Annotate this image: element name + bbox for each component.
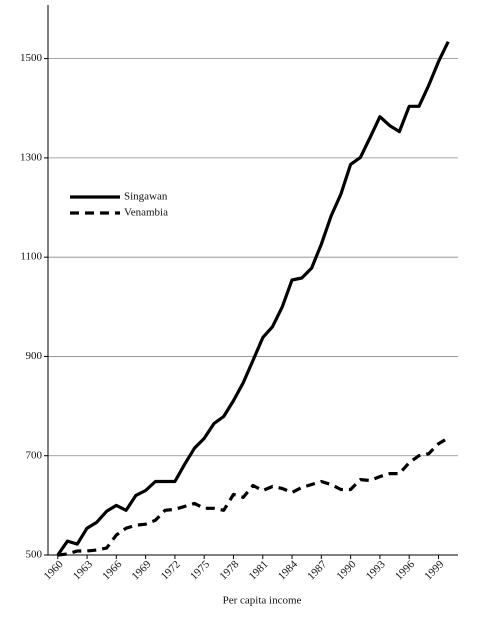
- y-tick-label: 700: [26, 449, 43, 461]
- x-tick-label: 1999: [422, 558, 446, 582]
- y-tick-label: 500: [26, 549, 43, 561]
- x-tick-label: 1969: [129, 558, 153, 582]
- y-tick-label: 900: [26, 350, 43, 362]
- y-tick-label: 1500: [20, 52, 43, 64]
- y-tick-label: 1100: [20, 251, 42, 263]
- y-tick-label: 1300: [20, 151, 43, 163]
- x-tick-label: 1993: [364, 558, 388, 582]
- legend-label: Singawan: [124, 191, 168, 203]
- x-tick-label: 1963: [71, 558, 95, 582]
- legend-label: Venambia: [124, 207, 168, 219]
- x-tick-label: 1975: [188, 558, 212, 582]
- series-line: [57, 436, 450, 557]
- x-tick-label: 1984: [276, 558, 300, 582]
- x-axis-label: Per capita income: [223, 595, 302, 607]
- x-tick-label: 1990: [334, 558, 358, 582]
- x-tick-label: 1987: [305, 558, 329, 582]
- x-tick-label: 1972: [159, 558, 183, 582]
- series-line: [56, 40, 450, 556]
- x-tick-label: 1960: [42, 558, 66, 582]
- x-tick-label: 1996: [393, 558, 417, 582]
- x-tick-label: 1978: [217, 558, 241, 582]
- x-tick-label: 1981: [247, 558, 271, 582]
- x-tick-label: 1966: [100, 558, 124, 582]
